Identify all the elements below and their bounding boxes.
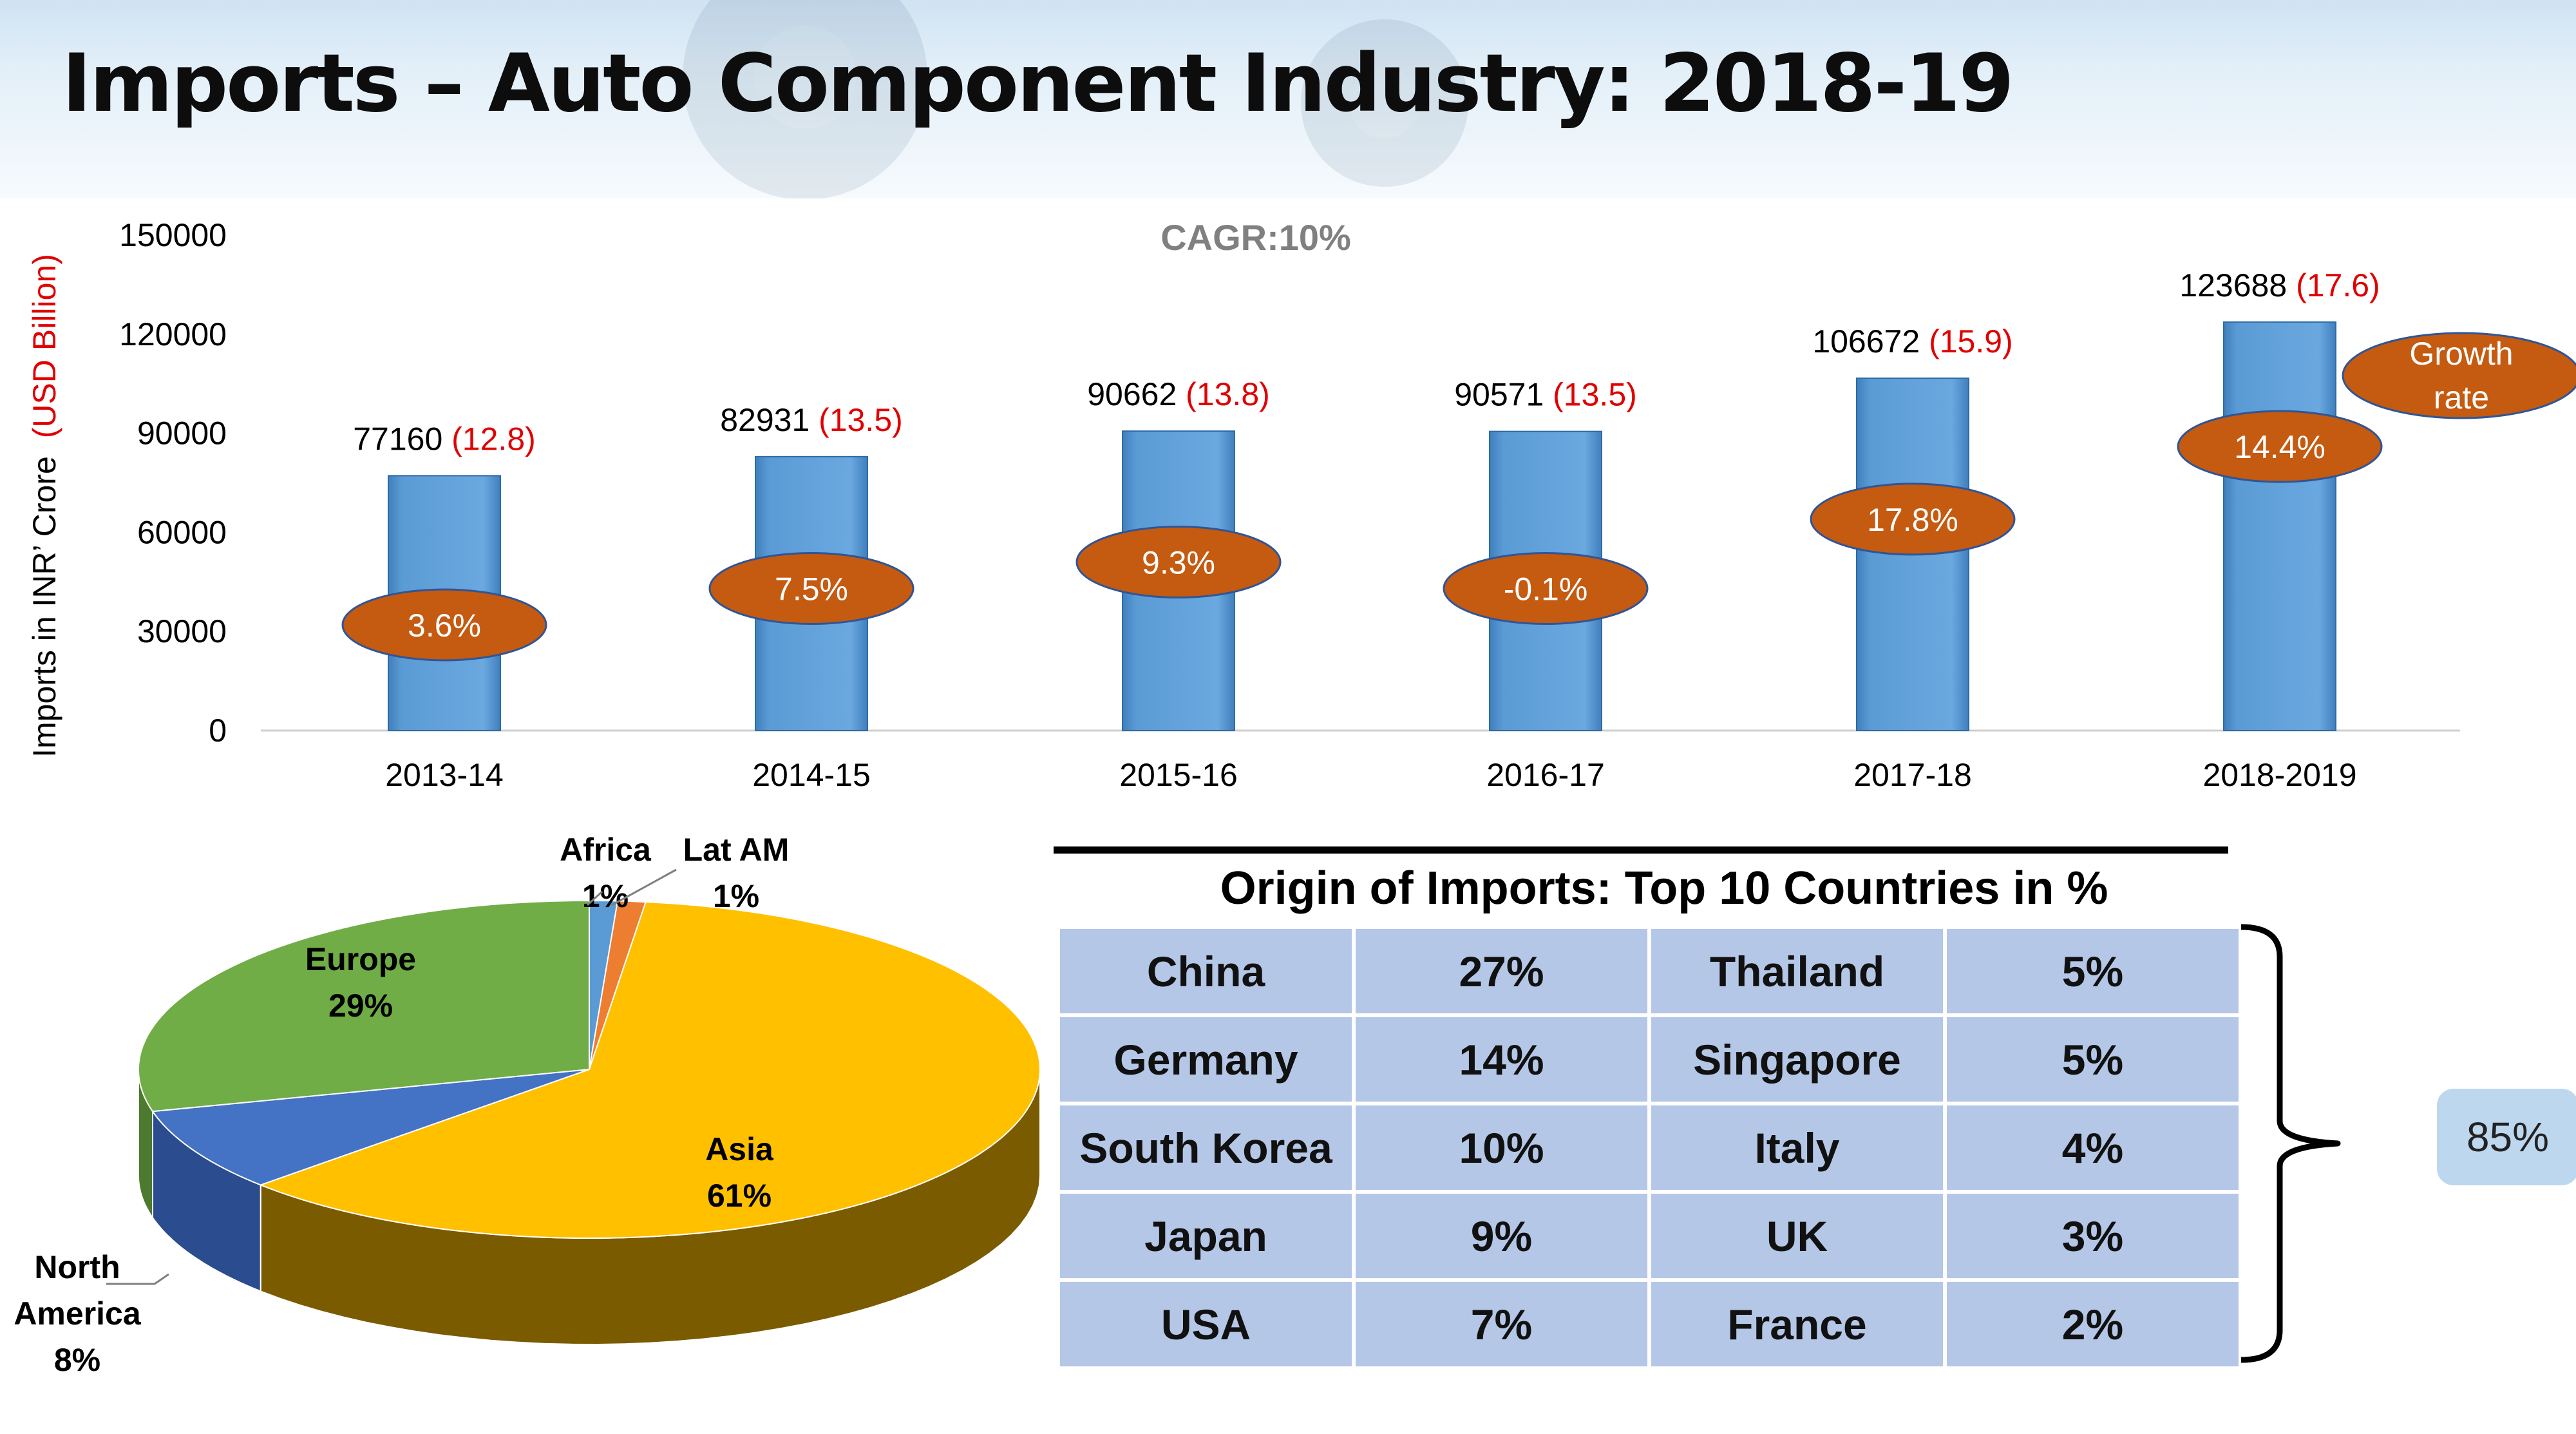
total-share-badge: 85% xyxy=(2437,1089,2576,1185)
pie-slice-asia xyxy=(258,901,1041,1239)
share-cell: 4% xyxy=(1943,1102,2242,1194)
data-label: 106672 (15.9) xyxy=(1812,323,2012,359)
data-label-inr: 77160 xyxy=(353,421,451,457)
pie-slice-europe xyxy=(137,899,590,1113)
legend-growth-label: Growth rate xyxy=(2409,336,2513,416)
pie-label-asia: Asia 61% xyxy=(705,1131,774,1214)
table-row: Japan 9% UK 3% xyxy=(1056,1190,2242,1282)
growth-rate-label: 14.4% xyxy=(2234,429,2325,465)
country-cell: Thailand xyxy=(1647,925,1947,1017)
y-axis-title: Imports in INR’ Crore (USD Billion) xyxy=(26,254,62,758)
leader-line-africa xyxy=(586,890,603,906)
country-cell: China xyxy=(1056,925,1356,1017)
country-cell: UK xyxy=(1647,1190,1947,1282)
pie-label-europe: Europe 29% xyxy=(305,941,416,1024)
country-cell: Singapore xyxy=(1647,1013,1947,1105)
country-cell: South Korea xyxy=(1056,1102,1356,1194)
growth-bubble xyxy=(2177,410,2383,483)
countries-table: China 27% Thailand 5% Germany 14% Singapore 5% S… xyxy=(1056,925,2242,1370)
share-cell: 10% xyxy=(1352,1102,1651,1194)
y-tick-label: 150000 xyxy=(119,217,227,253)
country-cell: Japan xyxy=(1056,1190,1356,1282)
legend-growth-bubble xyxy=(2342,332,2576,419)
y-axis-title-usd: (USD Billion) xyxy=(26,254,62,438)
table-row: China 27% Thailand 5% xyxy=(1056,925,2242,1017)
data-label: 82931 (13.5) xyxy=(720,402,903,438)
leader-line-north-america xyxy=(106,1273,169,1285)
y-tick-label: 60000 xyxy=(137,514,227,550)
y-tick-label: 30000 xyxy=(137,613,227,649)
share-cell: 2% xyxy=(1943,1278,2242,1370)
data-label: 123688 (17.6) xyxy=(2179,267,2380,303)
bar-2018-2019 xyxy=(2223,321,2336,731)
share-cell: 9% xyxy=(1352,1190,1651,1282)
data-label-inr: 82931 xyxy=(720,402,819,438)
data-label-usd: (12.8) xyxy=(451,421,536,457)
pie-slice-north-america xyxy=(151,1069,590,1186)
share-cell: 3% xyxy=(1943,1190,2242,1282)
data-label: 90662 (13.8) xyxy=(1087,376,1270,412)
data-label: 90571 (13.5) xyxy=(1454,377,1637,413)
header-background-graphic xyxy=(683,0,1468,198)
growth-bubble xyxy=(708,552,914,626)
growth-rate-label: 3.6% xyxy=(408,607,481,644)
data-label-inr: 90571 xyxy=(1454,377,1553,413)
country-cell: Germany xyxy=(1056,1013,1356,1105)
x-tick-label: 2014-15 xyxy=(752,757,871,793)
header-banner: Imports – Auto Component Industry: 2018-… xyxy=(0,0,2576,198)
growth-bubble xyxy=(1075,526,1282,599)
x-tick-label: 2015-16 xyxy=(1119,757,1238,793)
growth-rate-label: -0.1% xyxy=(1504,571,1588,607)
table-top-rule xyxy=(1054,846,2228,854)
country-cell: France xyxy=(1647,1278,1947,1370)
growth-rate-label: 9.3% xyxy=(1142,545,1215,581)
y-axis-title-inr: Imports in INR’ Crore xyxy=(26,456,62,758)
x-tick-label: 2013-14 xyxy=(385,757,504,793)
data-label-usd: (15.9) xyxy=(1929,323,2013,359)
data-label: 77160 (12.8) xyxy=(353,421,536,457)
y-tick-label: 0 xyxy=(209,712,227,749)
origin-of-imports-section: Origin of Imports: Top 10 Countries in %… xyxy=(1054,837,2342,1417)
table-title: Origin of Imports: Top 10 Countries in % xyxy=(1220,863,2108,914)
country-cell: USA xyxy=(1056,1278,1356,1370)
data-label-inr: 90662 xyxy=(1087,376,1186,412)
legend-growth-rate: Growth rate xyxy=(2342,332,2576,419)
growth-bubble xyxy=(1810,483,2016,556)
growth-rate-label: 7.5% xyxy=(775,571,848,607)
chart-title-cagr: CAGR:10% xyxy=(1160,217,1351,258)
imports-bar-chart: CAGR:10% Imports in INR’ Crore (USD Bill… xyxy=(26,217,2576,793)
y-tick-label: 90000 xyxy=(137,416,227,452)
table-row: South Korea 10% Italy 4% xyxy=(1056,1102,2242,1194)
y-tick-label: 120000 xyxy=(119,316,227,352)
data-label-usd: (13.8) xyxy=(1186,376,1270,412)
pie-label-africa: Africa 1% xyxy=(560,832,652,914)
x-tick-label: 2016-17 xyxy=(1486,757,1605,793)
x-tick-label: 2017-18 xyxy=(1853,757,1972,793)
data-label-usd: (13.5) xyxy=(1553,377,1637,413)
x-tick-label: 2018-2019 xyxy=(2202,757,2356,793)
region-pie-chart: Africa 1% Lat AM 1% Europe 29% Asia 61% Nort… xyxy=(14,832,1041,1378)
right-curly-brace xyxy=(2241,924,2341,1363)
data-label-inr: 123688 xyxy=(2179,267,2296,303)
growth-rate-label: 17.8% xyxy=(1867,502,1958,538)
data-label-usd: (13.5) xyxy=(819,402,903,438)
data-label-inr: 106672 xyxy=(1812,323,1929,359)
share-cell: 27% xyxy=(1352,925,1651,1017)
growth-bubble xyxy=(1443,552,1649,626)
page-title: Imports – Auto Component Industry: 2018-… xyxy=(62,37,2014,130)
pie-label-north-america: North America 8% xyxy=(14,1249,142,1378)
growth-bubble xyxy=(341,588,547,662)
share-cell: 5% xyxy=(1943,1013,2242,1105)
country-cell: Italy xyxy=(1647,1102,1947,1194)
share-cell: 5% xyxy=(1943,925,2242,1017)
data-label-usd: (17.6) xyxy=(2296,267,2380,303)
table-row: Germany 14% Singapore 5% xyxy=(1056,1013,2242,1105)
leader-line-lat-am xyxy=(611,868,677,906)
table-row: USA 7% France 2% xyxy=(1056,1278,2242,1370)
share-cell: 14% xyxy=(1352,1013,1651,1105)
share-cell: 7% xyxy=(1352,1278,1651,1370)
pie-label-lat-am: Lat AM 1% xyxy=(683,832,790,914)
